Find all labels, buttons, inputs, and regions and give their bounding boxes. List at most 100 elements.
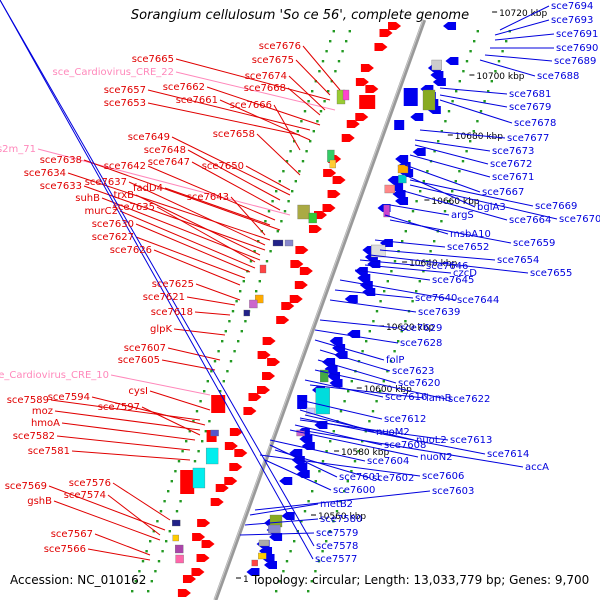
left-label-connector [153,249,241,286]
gene-arrow [234,449,248,457]
scale-track-dot [307,500,310,503]
scale-track-dot [368,330,371,333]
scale-track-dot [487,90,490,93]
scale-track-dot [255,290,258,293]
left-label-connector [256,133,301,176]
left-gene-label: fadD4 [133,183,163,194]
gene-arrow [412,148,426,156]
gene-arrow [323,169,337,177]
scale-track-dot [296,130,299,133]
right-label-connector [364,264,452,274]
scale-track-dot [300,520,303,523]
gene-arrow [332,176,346,184]
feature-box [259,264,267,274]
left-label-connector [87,548,151,561]
scale-track-dot [357,450,360,453]
right-gene-label: sce7672 [490,159,532,170]
right-label-connector [439,94,508,108]
left-gene-label: sce7650 [202,161,244,172]
feature-box [243,309,250,317]
scale-track-dot [222,380,225,383]
scale-track-dot [293,140,296,143]
gene-block [394,120,405,130]
scale-track-dot [321,60,325,63]
right-gene-label: sce7694 [551,1,593,12]
gene-arrow [294,463,308,471]
right-gene-label: sce7628 [400,338,442,349]
scale-track-dot [307,590,310,593]
scale-track-dot [303,110,307,113]
feature-box [284,239,294,247]
gene-arrow [201,540,215,548]
right-gene-label: sce7655 [530,268,572,279]
scale-track-dot [188,430,191,433]
genome-axis-line [213,19,427,600]
left-gene-label: sce7607 [124,343,166,354]
right-gene-label: sce7689 [554,56,596,67]
left-label-connector [94,533,151,556]
scale-mark-label: 10640 kbp [409,259,457,269]
gene-arrow [346,120,360,128]
scale-track-dot [371,410,375,413]
left-gene-label: sce7675 [252,55,294,66]
scale-track-dot [379,390,382,393]
scale-track-dot [257,240,260,243]
left-gene-label: sce7676 [259,41,301,52]
scale-track-dot [163,500,166,503]
right-gene-label: sce7681 [509,89,551,100]
right-label-connector [414,144,489,165]
left-label-connector [135,223,251,273]
scale-track-dot [422,180,425,183]
scale-track-dot [147,590,150,593]
scale-track-dot [314,570,317,573]
gene-arrow [224,442,238,450]
left-gene-label: sce7642 [104,161,146,172]
right-label-connector [359,259,425,267]
scale-track-dot [293,540,296,543]
scale-track-dot [239,290,242,293]
left-label-connector [273,104,301,151]
scale-track-dot [301,160,305,163]
scale-track-dot [175,510,179,513]
scale-mark-label: 10700 kbp [476,72,524,82]
left-gene-label: trxB [113,190,134,201]
left-label-connector [147,102,301,136]
right-label-connector [334,289,414,299]
scale-track-dot [208,420,211,423]
gene-arrow [262,337,276,345]
left-label-connector [37,148,291,216]
scale-track-dot [479,110,483,113]
right-gene-label: sce7614 [487,449,529,460]
scale-track-dot [375,310,379,313]
gene-arrow [374,43,388,51]
scale-track-dot [134,580,137,583]
left-label-connector [195,283,241,301]
left-gene-label: sce7630 [92,219,134,230]
scale-track-dot [150,580,153,583]
right-label-connector [264,459,332,491]
scale-track-dot [329,40,332,43]
gene-arrow [355,113,369,121]
right-gene-label: sce7664 [509,215,551,226]
scale-track-dot [235,300,238,303]
scale-track-dot [458,170,461,173]
scale-track-dot [347,390,350,393]
scale-mark-label: 1 [243,575,249,585]
left-label-connector [71,450,191,461]
scale-mark-label: 10660 kbp [431,197,479,207]
right-gene-label: sce7671 [492,172,534,183]
left-label-connector [156,206,256,263]
scale-track-dot [253,250,256,253]
left-gene-label: sce7666 [230,100,272,111]
left-label-connector [107,494,161,536]
scale-track-dot [348,30,351,33]
right-label-connector [299,429,524,468]
feature-box [306,407,315,415]
left-gene-label: sce7576 [69,478,111,489]
scale-track-dot [210,370,213,373]
gene-arrow [215,484,229,492]
left-gene-label: murC2 [84,206,118,217]
right-gene-label: accA [525,462,549,473]
scale-mark-label: 10680 kbp [455,132,503,142]
left-label-connector [48,485,166,531]
